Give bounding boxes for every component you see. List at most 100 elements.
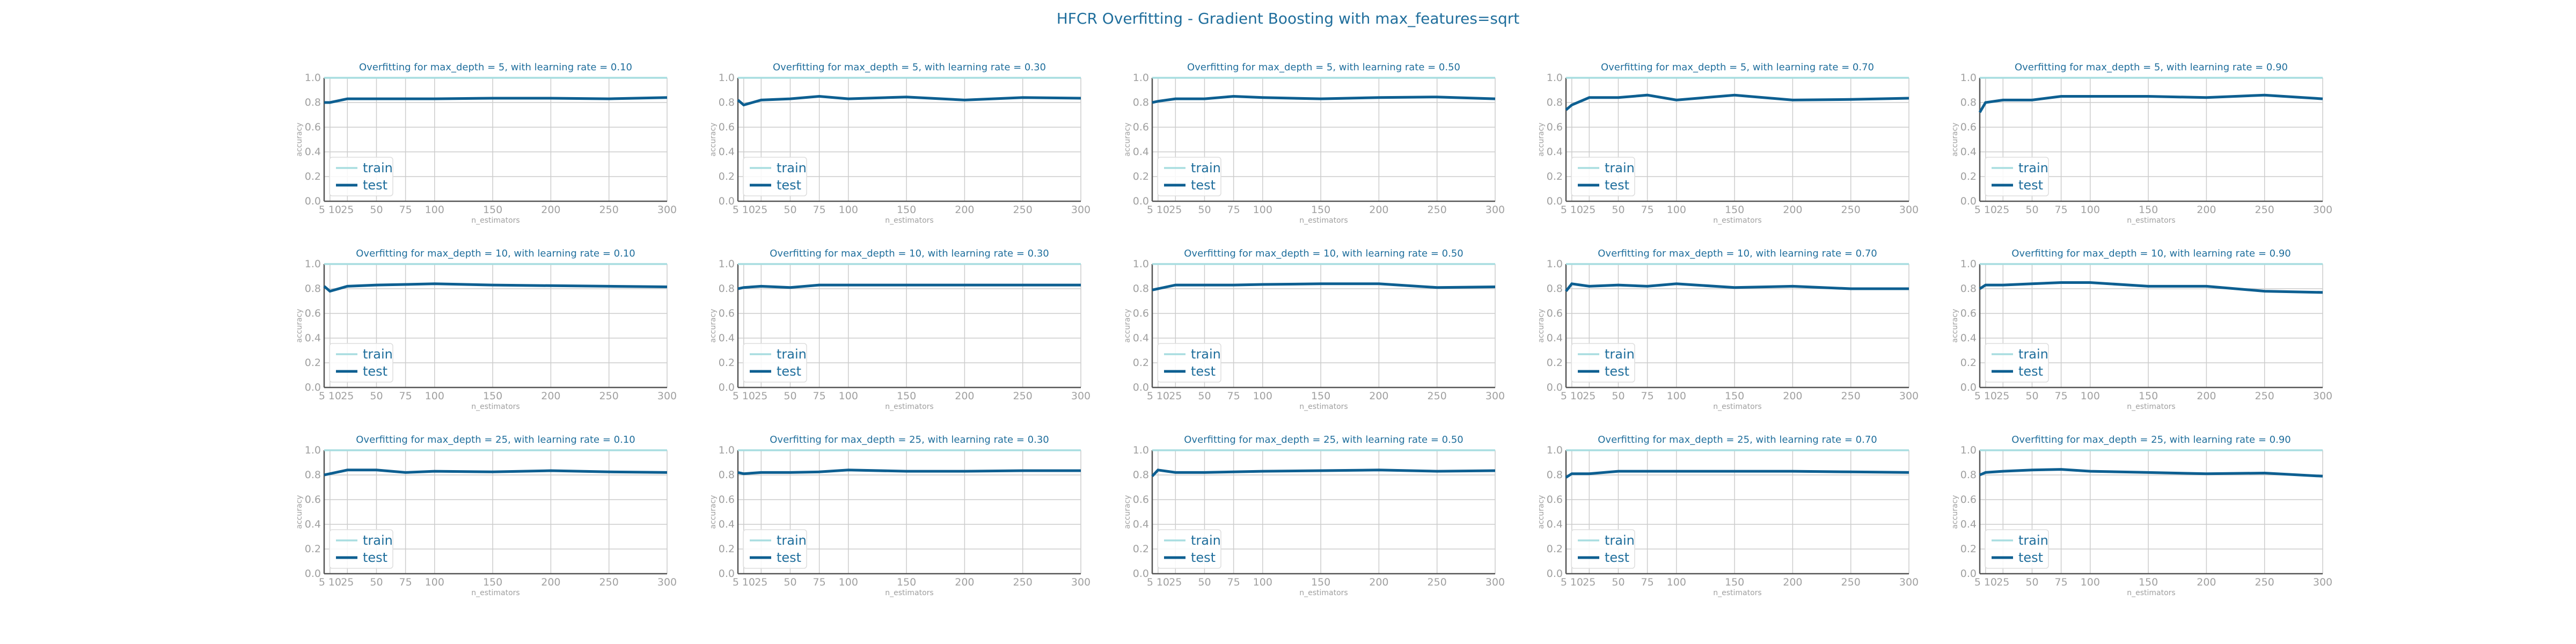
x-tick-label: 10 [328, 390, 341, 402]
y-tick-label: 0.0 [305, 382, 321, 393]
x-tick-label: 5 [1561, 576, 1567, 588]
subplot: Overfitting for max_depth = 25, with lea… [1123, 434, 1505, 597]
y-tick-label: 0.4 [719, 146, 735, 158]
y-tick-label: 0.4 [719, 332, 735, 344]
y-tick-label: 1.0 [1133, 72, 1149, 84]
x-tick-label: 25 [1583, 390, 1596, 402]
x-tick-label: 100 [1253, 204, 1272, 216]
subplot-title: Overfitting for max_depth = 25, with lea… [770, 434, 1049, 445]
y-tick-label: 1.0 [305, 258, 321, 270]
y-tick-label: 0.2 [1547, 543, 1563, 555]
x-tick-label: 250 [1841, 204, 1861, 216]
x-tick-label: 300 [657, 390, 677, 402]
test-line [737, 469, 1081, 475]
subplot: Overfitting for max_depth = 25, with lea… [1537, 434, 1919, 597]
x-tick-label: 150 [483, 204, 502, 216]
y-tick-label: 0.6 [719, 121, 735, 133]
x-tick-label: 150 [1725, 204, 1744, 216]
subplot: Overfitting for max_depth = 5, with lear… [1951, 62, 2332, 225]
x-tick-label: 150 [1311, 204, 1330, 216]
legend-train-label: train [1191, 160, 1221, 175]
y-tick-label: 0.2 [305, 171, 321, 182]
y-tick-label: 0.8 [1960, 469, 1977, 481]
y-tick-label: 0.0 [1547, 568, 1563, 580]
test-line [1979, 281, 2323, 294]
subplot: Overfitting for max_depth = 10, with lea… [1123, 248, 1505, 411]
subplot: Overfitting for max_depth = 5, with lear… [1123, 62, 1505, 225]
subplot-title: Overfitting for max_depth = 10, with lea… [1184, 248, 1463, 259]
x-tick-label: 150 [2139, 204, 2158, 216]
y-axis-label: accuracy [1123, 122, 1132, 156]
subplot: Overfitting for max_depth = 25, with lea… [1951, 434, 2332, 597]
test-line [1152, 282, 1496, 291]
x-axis-label: n_estimators [885, 216, 933, 225]
x-tick-label: 25 [755, 204, 767, 216]
legend-train-label: train [777, 533, 807, 548]
legend-train-label: train [777, 347, 807, 362]
subplot-title: Overfitting for max_depth = 25, with lea… [1184, 434, 1463, 445]
test-line [1979, 468, 2323, 478]
x-tick-label: 150 [897, 576, 916, 588]
x-tick-label: 10 [328, 576, 341, 588]
x-axis-label: n_estimators [471, 589, 519, 597]
y-axis-label: accuracy [1537, 309, 1546, 342]
x-tick-label: 75 [399, 204, 412, 216]
y-tick-label: 1.0 [1960, 72, 1977, 84]
y-tick-label: 1.0 [1133, 258, 1149, 270]
x-tick-label: 250 [1428, 204, 1447, 216]
y-tick-label: 0.6 [305, 121, 321, 133]
legend-train-label: train [363, 533, 393, 548]
x-tick-label: 250 [1428, 390, 1447, 402]
test-line [1565, 282, 1909, 292]
x-tick-label: 150 [1311, 390, 1330, 402]
x-tick-label: 200 [1369, 390, 1388, 402]
x-tick-label: 5 [733, 390, 739, 402]
x-tick-label: 10 [1157, 390, 1169, 402]
y-axis-label: accuracy [709, 309, 718, 342]
subplot: Overfitting for max_depth = 5, with lear… [709, 62, 1091, 225]
legend-test-label: test [1191, 550, 1216, 565]
x-tick-label: 5 [1974, 576, 1981, 588]
y-tick-label: 0.0 [1960, 382, 1977, 393]
y-tick-label: 0.8 [719, 283, 735, 295]
y-tick-label: 1.0 [305, 444, 321, 456]
x-tick-label: 100 [1667, 576, 1686, 588]
x-tick-label: 10 [1157, 204, 1169, 216]
x-tick-label: 75 [1641, 576, 1654, 588]
x-tick-label: 200 [541, 390, 560, 402]
x-tick-label: 150 [483, 576, 502, 588]
legend: train test [1985, 529, 2049, 569]
legend-train-label: train [1605, 347, 1635, 362]
x-tick-label: 250 [1013, 576, 1033, 588]
x-tick-label: 50 [1198, 204, 1211, 216]
x-tick-label: 75 [813, 576, 826, 588]
subplot-title: Overfitting for max_depth = 10, with lea… [770, 248, 1049, 259]
subplot: Overfitting for max_depth = 25, with lea… [295, 434, 677, 597]
x-tick-label: 10 [1570, 204, 1583, 216]
y-tick-label: 0.2 [1960, 357, 1977, 369]
x-tick-label: 200 [2197, 390, 2216, 402]
x-tick-label: 300 [1899, 390, 1919, 402]
x-tick-label: 10 [742, 204, 755, 216]
x-tick-label: 200 [541, 204, 560, 216]
x-axis-label: n_estimators [2127, 216, 2175, 225]
y-tick-label: 0.2 [719, 357, 735, 369]
y-tick-label: 0.6 [305, 494, 321, 506]
legend: train test [329, 157, 393, 196]
x-tick-label: 5 [319, 390, 325, 402]
x-tick-label: 25 [341, 576, 354, 588]
y-tick-label: 0.4 [719, 518, 735, 530]
y-tick-label: 0.2 [1960, 171, 1977, 182]
y-tick-label: 0.6 [1547, 121, 1563, 133]
x-tick-label: 250 [599, 204, 619, 216]
y-tick-label: 1.0 [719, 258, 735, 270]
x-tick-label: 100 [1667, 204, 1686, 216]
x-tick-label: 50 [784, 390, 796, 402]
y-tick-label: 0.2 [719, 543, 735, 555]
legend: train test [1571, 343, 1635, 383]
legend-test-label: test [777, 178, 801, 193]
test-line [324, 96, 668, 104]
subplot-title: Overfitting for max_depth = 10, with lea… [356, 248, 635, 259]
subplot-title: Overfitting for max_depth = 5, with lear… [2015, 62, 2288, 73]
legend: train test [1985, 157, 2049, 196]
